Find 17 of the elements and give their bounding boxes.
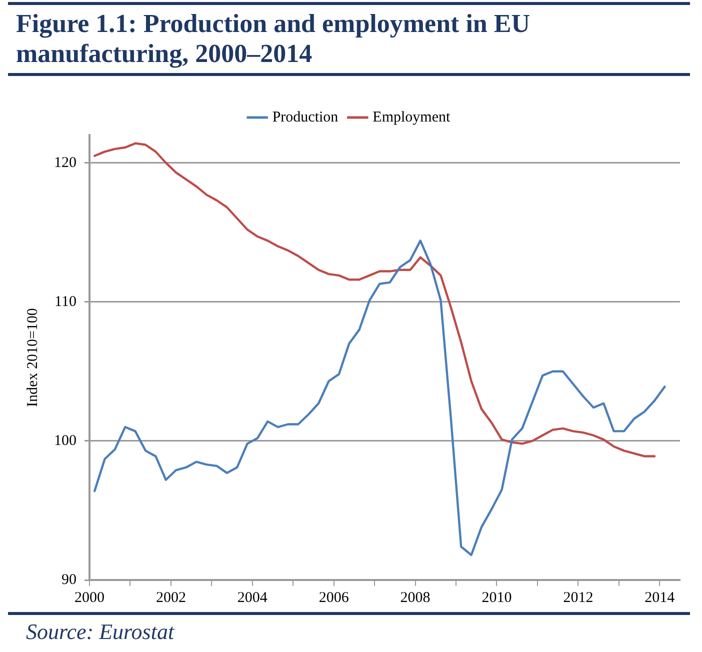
x-tick-label: 2014	[644, 590, 676, 606]
chart-title: Figure 1.1: Production and employment in EU manufacturing, 2000–2014	[8, 2, 690, 76]
legend-label: Production	[272, 109, 339, 126]
legend-label: Employment	[372, 109, 451, 126]
y-tick-label: 110	[54, 294, 76, 310]
x-tick-label: 2000	[74, 590, 104, 606]
x-tick-label: 2008	[400, 590, 430, 606]
x-tick-label: 2010	[482, 590, 512, 606]
source-note: Source: Eurostat	[8, 612, 690, 645]
x-tick-label: 2006	[318, 590, 350, 606]
y-axis-title: Index 2010=100	[24, 308, 41, 407]
x-tick-label: 2012	[563, 590, 594, 606]
x-tick-label: 2002	[156, 590, 186, 606]
y-tick-label: 100	[54, 432, 76, 449]
x-tick-label: 2004	[237, 590, 268, 606]
y-tick-label: 90	[62, 572, 76, 588]
y-tick-label: 120	[54, 154, 76, 171]
